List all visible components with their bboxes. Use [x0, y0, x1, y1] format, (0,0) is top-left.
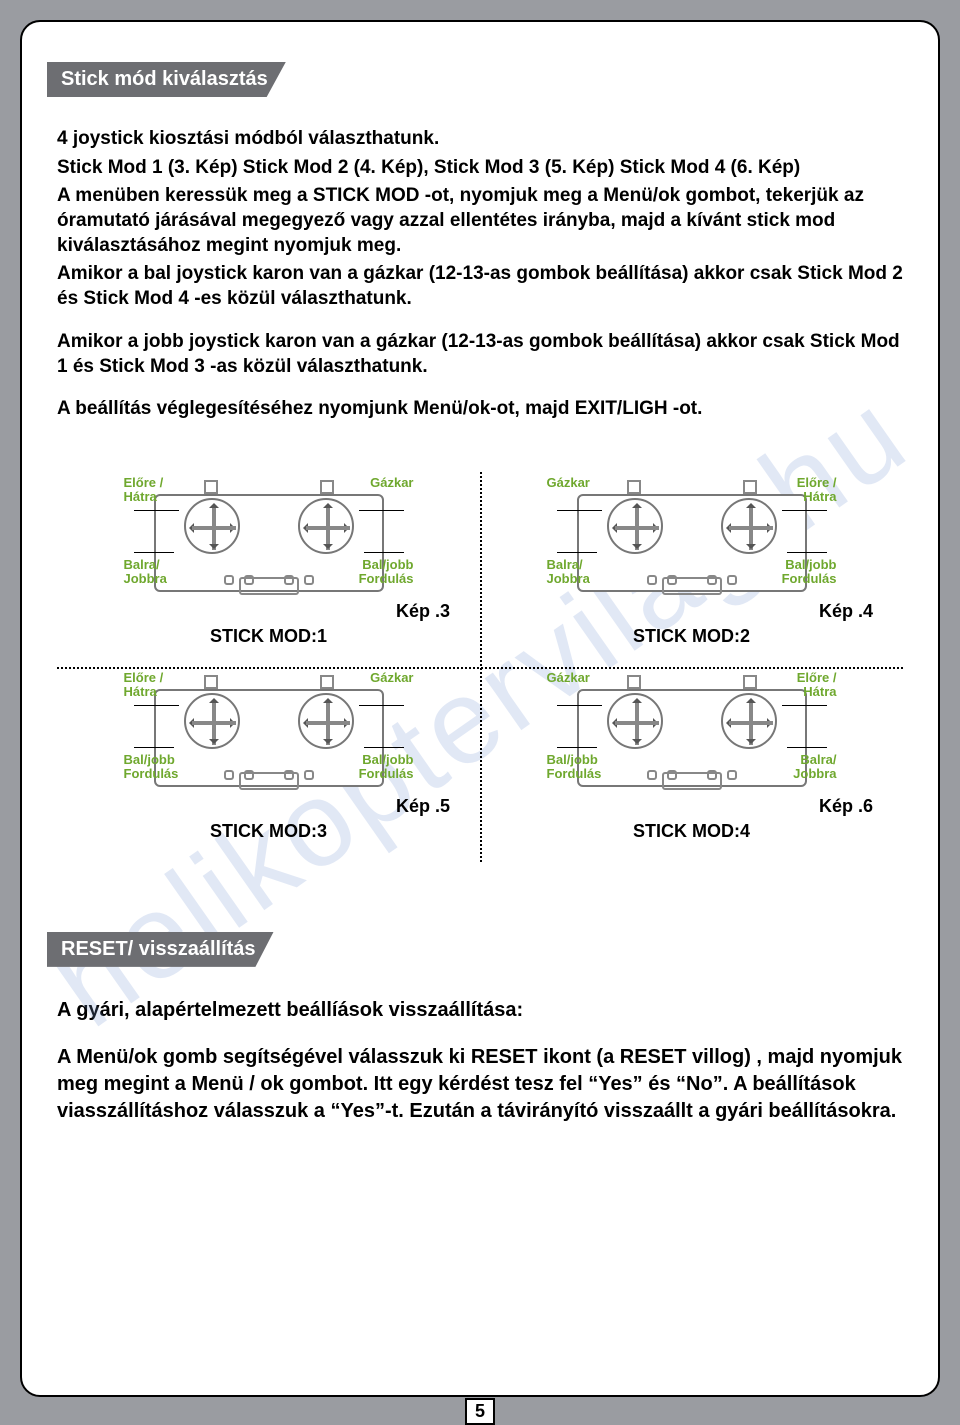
stick-mode-diagrams: Előre /Hátra Gázkar Balra/Jobbra Bal/job… — [57, 472, 903, 862]
intro-p5: Amikor a jobb joystick karon van a gázka… — [57, 330, 903, 379]
stick-label-bl: Bal/jobbFordulás — [547, 753, 602, 782]
stick-label-bl: Balra/Jobbra — [547, 558, 590, 587]
reset-text: A gyári, alapértelmezett beállíások viss… — [57, 997, 903, 1125]
stick-mode-title: STICK MOD:4 — [490, 821, 893, 842]
figure-number: Kép .4 — [490, 601, 893, 622]
stick-label-br: Bal/jobbFordulás — [359, 558, 414, 587]
intro-p3: A menüben keressük meg a STICK MOD -ot, … — [57, 184, 903, 258]
stick-mode-title: STICK MOD:1 — [67, 626, 470, 647]
stick-label-br: Bal/jobbFordulás — [782, 558, 837, 587]
intro-p2: Stick Mod 1 (3. Kép) Stick Mod 2 (4. Kép… — [57, 156, 903, 181]
diagram-cell-2: Gázkar Előre /Hátra Balra/Jobbra Bal/job… — [480, 472, 903, 667]
reset-p1: A gyári, alapértelmezett beállíások viss… — [57, 997, 903, 1024]
stick-label-br: Bal/jobbFordulás — [359, 753, 414, 782]
diagram-cell-1: Előre /Hátra Gázkar Balra/Jobbra Bal/job… — [57, 472, 480, 667]
figure-number: Kép .6 — [490, 796, 893, 817]
stick-label-tl: Gázkar — [547, 671, 590, 685]
section-header-stickmode: Stick mód kiválasztás — [47, 62, 286, 97]
section-header-reset: RESET/ visszaállítás — [47, 932, 274, 967]
stick-label-tr: Előre /Hátra — [797, 671, 837, 700]
intro-p6: A beállítás véglegesítéséhez nyomjunk Me… — [57, 397, 903, 422]
stick-label-tr: Gázkar — [370, 476, 413, 490]
stick-label-tr: Előre /Hátra — [797, 476, 837, 505]
reset-section: RESET/ visszaállítás A gyári, alapértelm… — [57, 932, 903, 1125]
diagram-cell-3: Előre /Hátra Gázkar Bal/jobbFordulás Bal… — [57, 667, 480, 862]
stick-label-tl: Előre /Hátra — [124, 476, 164, 505]
stick-label-bl: Bal/jobbFordulás — [124, 753, 179, 782]
stick-label-tl: Gázkar — [547, 476, 590, 490]
page-number: 5 — [465, 1398, 495, 1425]
stick-label-tr: Gázkar — [370, 671, 413, 685]
manual-page: helikoptervilag.hu Stick mód kiválasztás… — [20, 20, 940, 1397]
stick-label-tl: Előre /Hátra — [124, 671, 164, 700]
stick-mode-title: STICK MOD:3 — [67, 821, 470, 842]
controller-illustration: Gázkar Előre /Hátra Bal/jobbFordulás Bal… — [557, 677, 827, 792]
controller-illustration: Előre /Hátra Gázkar Balra/Jobbra Bal/job… — [134, 482, 404, 597]
stick-mode-title: STICK MOD:2 — [490, 626, 893, 647]
controller-illustration: Előre /Hátra Gázkar Bal/jobbFordulás Bal… — [134, 677, 404, 792]
diagram-cell-4: Gázkar Előre /Hátra Bal/jobbFordulás Bal… — [480, 667, 903, 862]
intro-text: 4 joystick kiosztási módból választhatun… — [57, 127, 903, 422]
figure-number: Kép .5 — [67, 796, 470, 817]
stick-label-br: Balra/Jobbra — [793, 753, 836, 782]
intro-p4: Amikor a bal joystick karon van a gázkar… — [57, 262, 903, 311]
reset-p2: A Menü/ok gomb segítségével válasszuk ki… — [57, 1044, 903, 1125]
intro-p1: 4 joystick kiosztási módból választhatun… — [57, 127, 903, 152]
stick-label-bl: Balra/Jobbra — [124, 558, 167, 587]
controller-illustration: Gázkar Előre /Hátra Balra/Jobbra Bal/job… — [557, 482, 827, 597]
figure-number: Kép .3 — [67, 601, 470, 622]
